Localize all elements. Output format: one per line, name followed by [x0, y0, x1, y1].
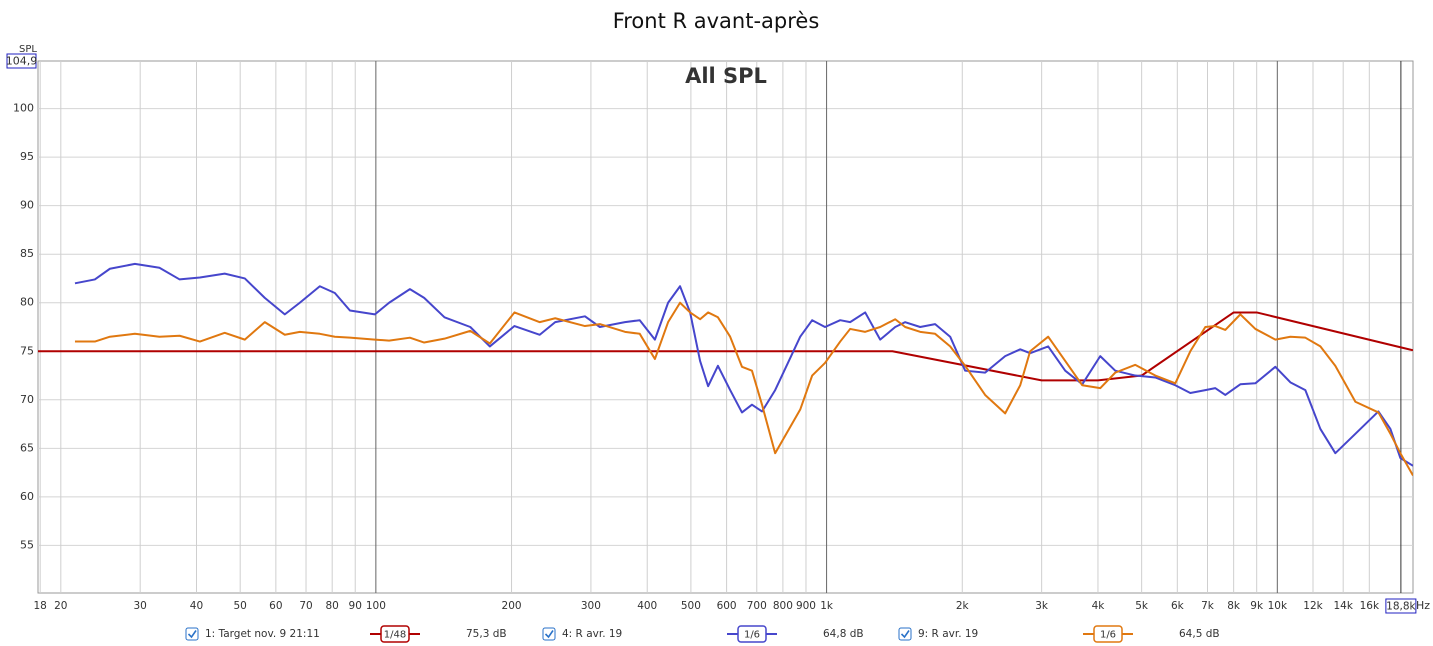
x-tick-label: 3k: [1035, 600, 1049, 612]
legend: 1: Target nov. 9 21:11 1/48 75,3 dB 4: R av…: [185, 625, 1220, 643]
x-tick-label: 12k: [1303, 600, 1323, 612]
legend-smoothing-box[interactable]: [380, 625, 410, 643]
plot-area: [37, 60, 1414, 594]
x-unit: Hz: [1416, 599, 1430, 612]
cursor-label: 18,8k: [1386, 601, 1416, 613]
x-tick-label: 600: [717, 600, 737, 612]
x-tick-label: 400: [637, 600, 657, 612]
x-tick-label: 6k: [1171, 600, 1185, 612]
x-tick-label: 20: [54, 600, 67, 612]
y-tick-label: 55: [20, 538, 34, 551]
x-tick-label: 50: [233, 600, 246, 612]
legend-level: 75,3 dB: [466, 628, 507, 640]
legend-smoothing-box[interactable]: [737, 625, 767, 643]
x-tick-label: 7k: [1201, 600, 1215, 612]
legend-checkbox[interactable]: [542, 627, 556, 641]
x-tick-label: 14k: [1333, 600, 1353, 612]
x-tick-label: 16k: [1360, 600, 1380, 612]
legend-smoothing: 1/48: [384, 630, 406, 641]
x-tick-label: 90: [349, 600, 362, 612]
legend-name: 1: Target nov. 9 21:11: [205, 628, 320, 640]
legend-checkbox[interactable]: [898, 627, 912, 641]
legend-smoothing: 1/6: [1100, 630, 1116, 641]
legend-level: 64,5 dB: [1179, 628, 1220, 640]
x-tick-label: 9k: [1250, 600, 1264, 612]
x-tick-label: 500: [681, 600, 701, 612]
legend-item: 4: R avr. 19 1/6 64,8 dB: [542, 625, 864, 643]
x-tick-label: 40: [190, 600, 203, 612]
grid: 55 60 65 70 75 80 85 90 95 100 104,9 18 20 30 40 50 60 70…: [6, 53, 1417, 614]
legend-item: 1: Target nov. 9 21:11 1/48 75,3 dB: [185, 625, 507, 643]
y-top-label: 104,9: [6, 55, 38, 68]
x-tick-label: 300: [581, 600, 601, 612]
legend-level: 64,8 dB: [823, 628, 864, 640]
lines: [38, 262, 1413, 477]
y-tick-label: 60: [20, 490, 34, 503]
legend-check: [544, 630, 554, 639]
y-tick-label: 90: [20, 199, 34, 212]
chart-title: Front R avant-après: [613, 9, 820, 33]
x-tick-label: 30: [133, 600, 146, 612]
y-tick-label: 85: [20, 247, 34, 260]
x-tick-label: 80: [325, 600, 338, 612]
x-tick-label: 800: [773, 600, 793, 612]
legend-name: 9: R avr. 19: [918, 628, 978, 640]
series-line: [74, 301, 1413, 477]
x-tick-label: 70: [299, 600, 312, 612]
y-tick-label: 70: [20, 393, 34, 406]
y-tick-label: 75: [20, 344, 34, 357]
cursor-box: [1385, 598, 1417, 614]
legend-item: 9: R avr. 19 1/6 64,5 dB: [898, 625, 1220, 643]
x-tick-label: 700: [747, 600, 767, 612]
x-tick-label: 4k: [1092, 600, 1106, 612]
x-tick-label: 200: [502, 600, 522, 612]
x-tick-label: 1k: [820, 600, 834, 612]
y-tick-label: 95: [20, 150, 34, 163]
x-tick-label: 5k: [1135, 600, 1149, 612]
y-axis-label: SPL: [19, 44, 37, 55]
annotation: All SPL: [685, 64, 767, 88]
legend-smoothing-box[interactable]: [1093, 625, 1123, 643]
legend-smoothing: 1/6: [744, 630, 760, 641]
x-tick-label: 900: [796, 600, 816, 612]
y-top-box: [6, 53, 37, 69]
y-tick-label: 80: [20, 296, 34, 309]
y-tick-label: 65: [20, 441, 34, 454]
series-line: [74, 262, 1413, 467]
x-tick-label: 18: [33, 600, 46, 612]
x-tick-label: 8k: [1227, 600, 1241, 612]
y-tick-label: 100: [13, 102, 34, 115]
legend-name: 4: R avr. 19: [562, 628, 622, 640]
legend-checkbox[interactable]: [185, 627, 199, 641]
x-tick-label: 100: [366, 600, 386, 612]
legend-check: [187, 630, 197, 639]
x-tick-label: 10k: [1268, 600, 1288, 612]
x-tick-label: 2k: [956, 600, 970, 612]
x-tick-label: 60: [269, 600, 282, 612]
legend-check: [900, 630, 910, 639]
series-line: [38, 311, 1413, 382]
